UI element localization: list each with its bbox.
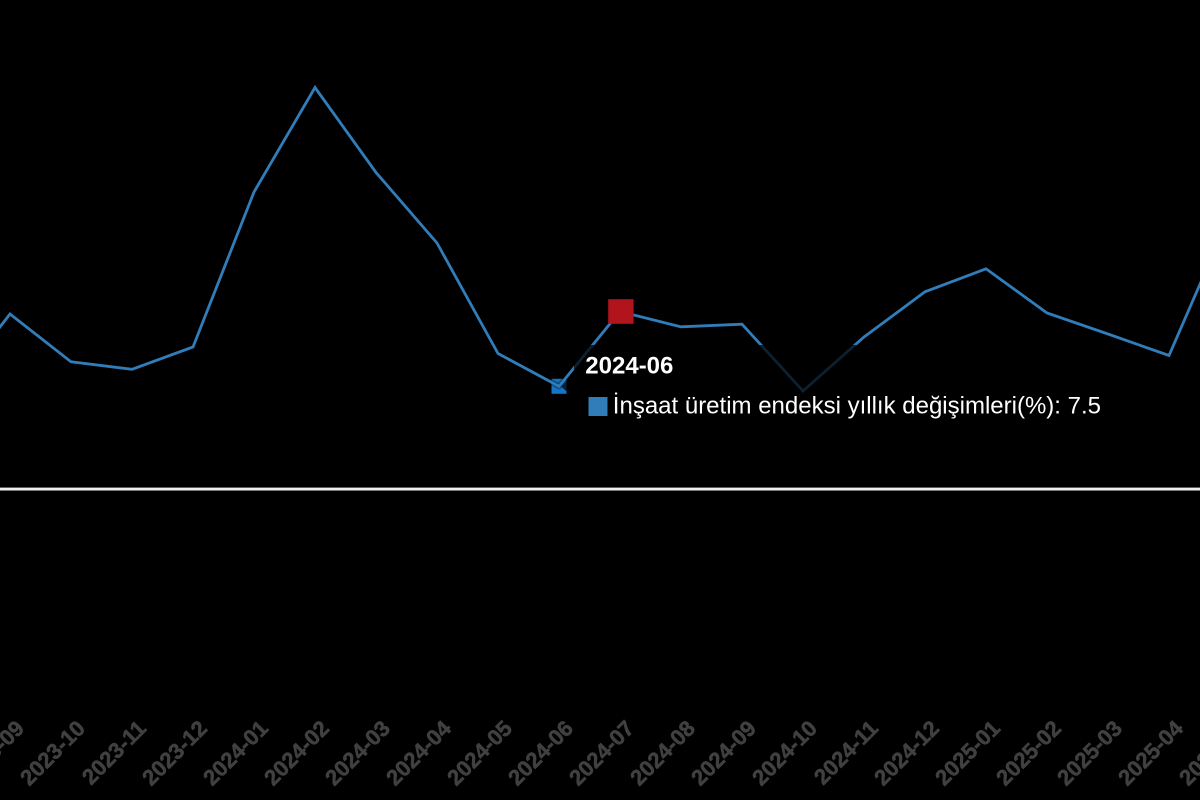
svg-text:2024-06: 2024-06: [585, 353, 673, 380]
svg-text:İnşaat üretim endeksi yıllık d: İnşaat üretim endeksi yıllık değişimleri…: [613, 393, 1101, 420]
